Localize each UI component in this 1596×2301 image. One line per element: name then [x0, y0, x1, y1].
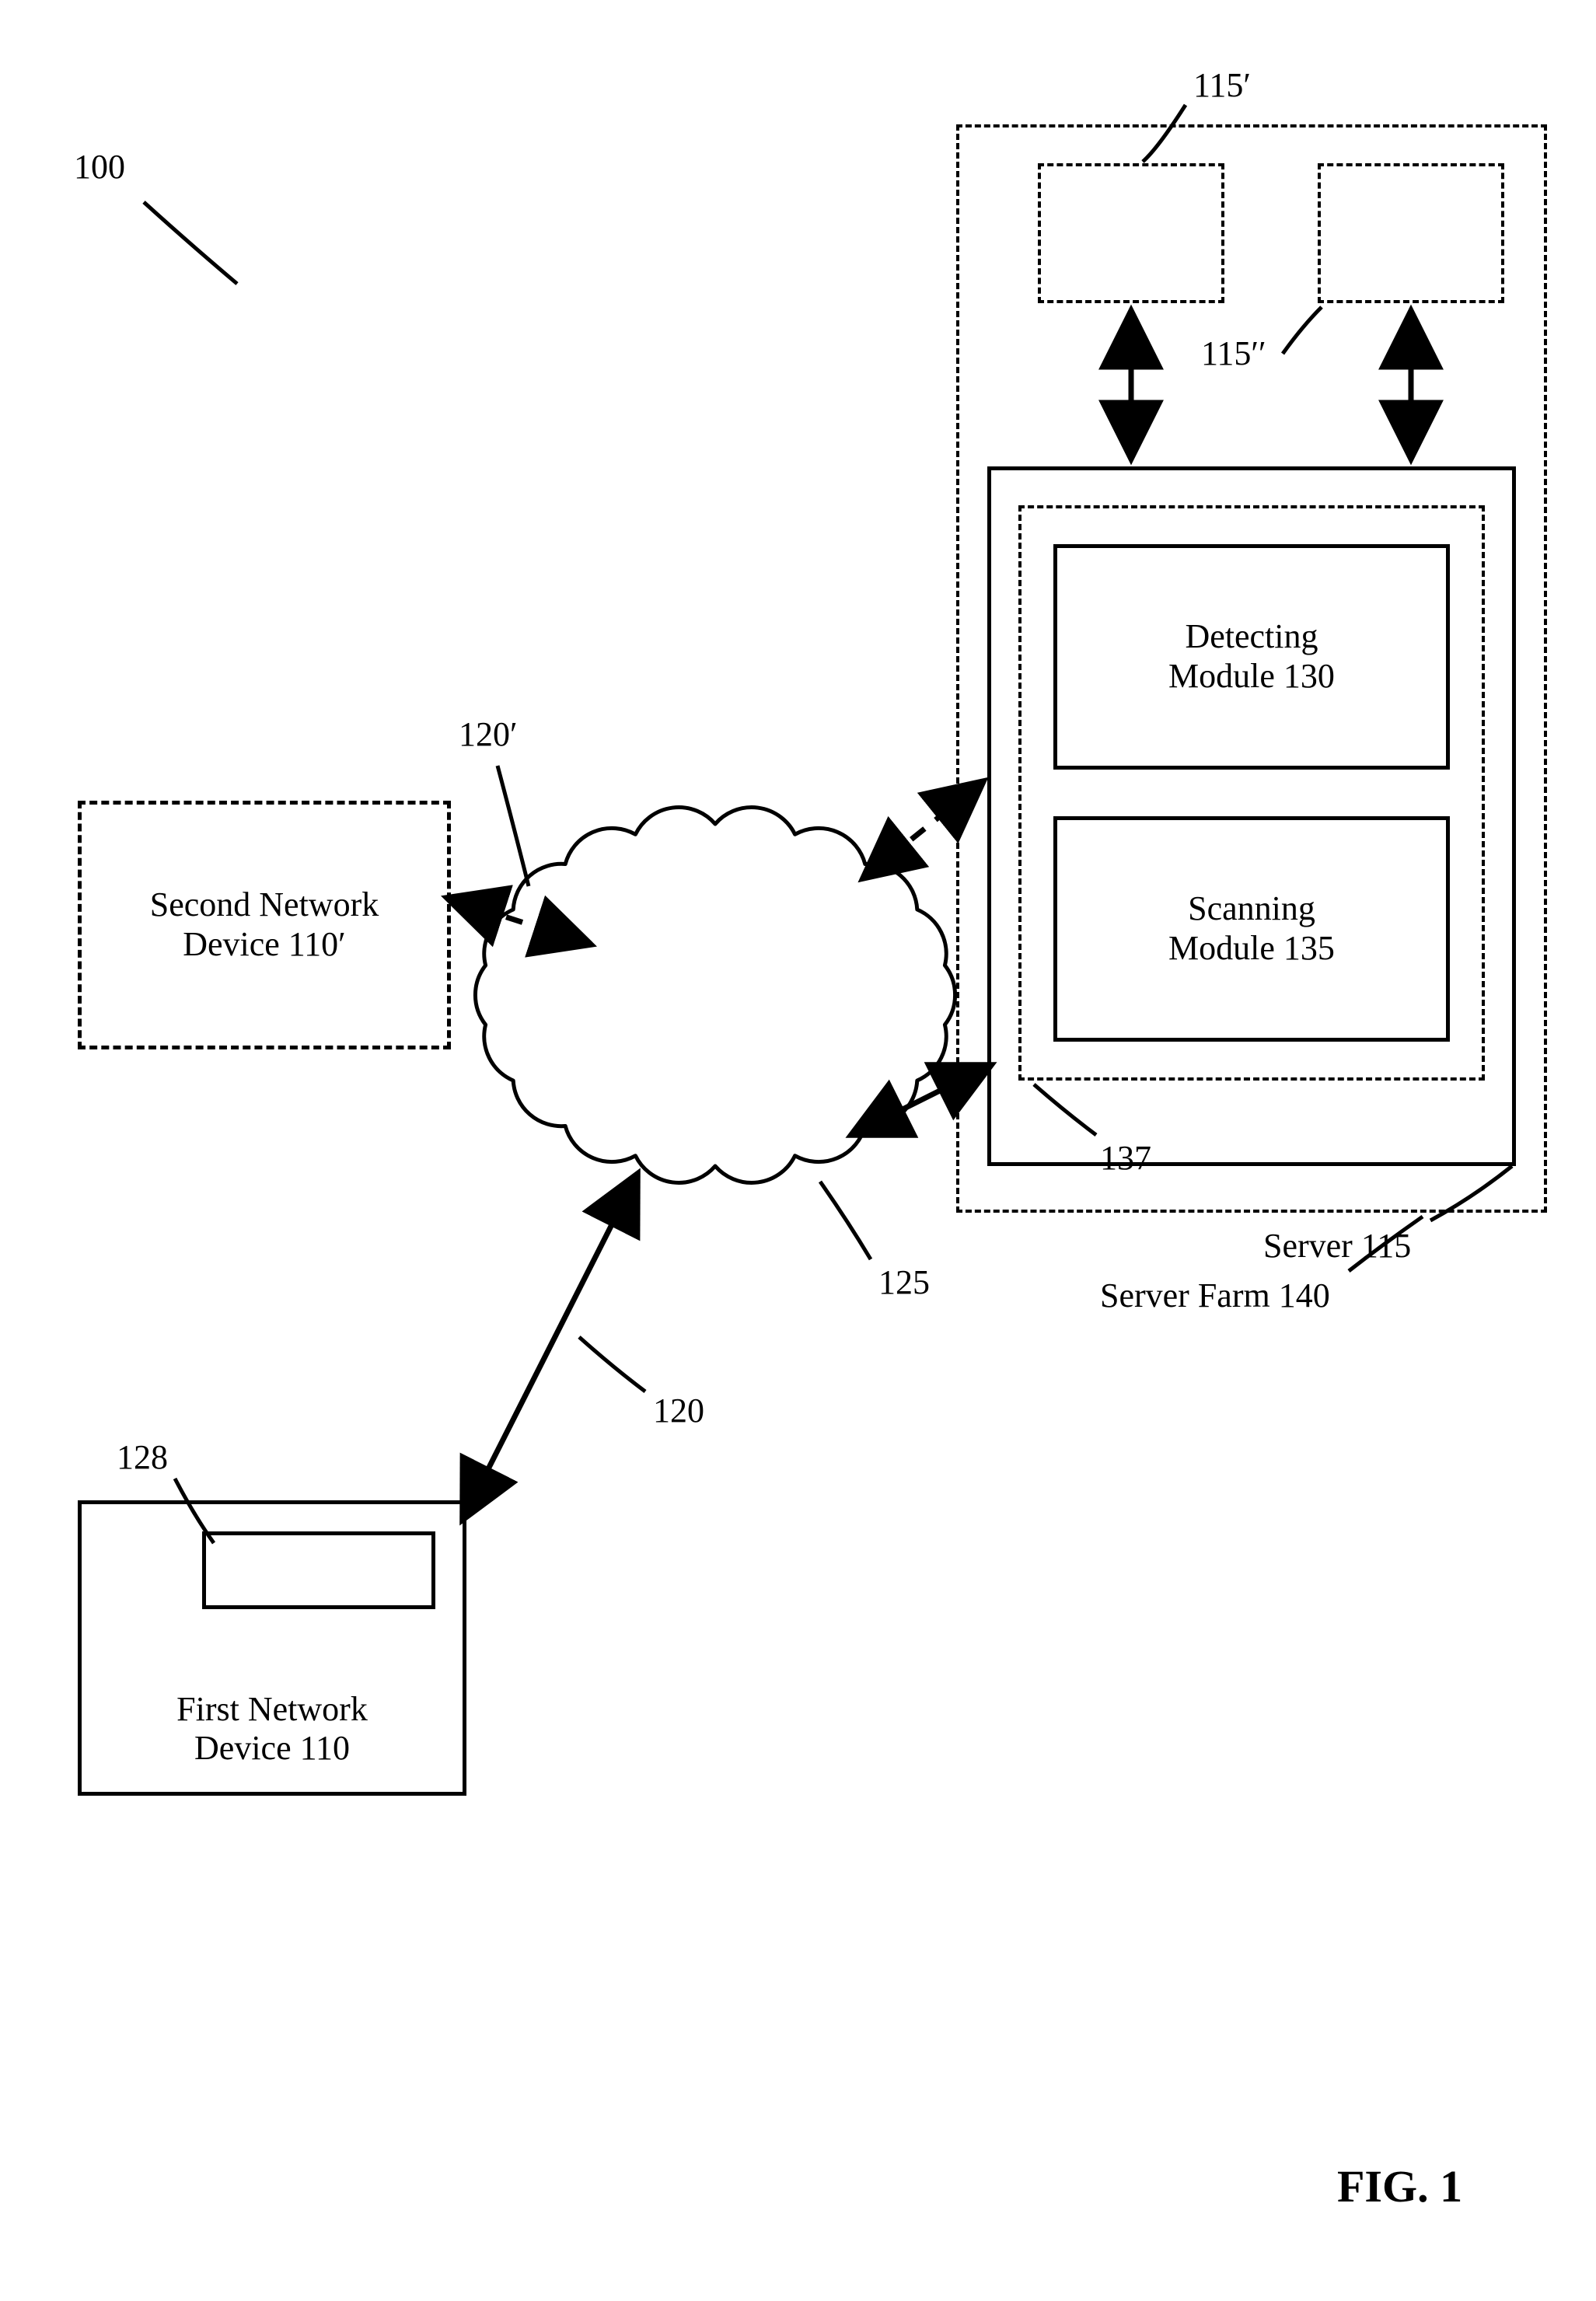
second-network-device-box: Second Network Device 110′: [78, 801, 451, 1049]
ref-125-label: 125: [878, 1263, 930, 1303]
cloud-icon: [475, 808, 955, 1183]
detecting-line2: Module 130: [1168, 657, 1335, 695]
first-device-line2: Device 110: [194, 1729, 350, 1767]
scanning-module-box: Scanning Module 135: [1053, 816, 1450, 1042]
connector-second-device-cloud: [447, 898, 591, 944]
second-device-line1: Second Network: [150, 885, 379, 924]
connector-first-device-cloud: [463, 1174, 637, 1520]
figure-title: FIG. 1: [1337, 2161, 1462, 2213]
detecting-module-label: Detecting Module 130: [1168, 617, 1335, 696]
ref-100-label: 100: [74, 148, 125, 187]
scanning-line1: Scanning: [1188, 889, 1315, 927]
diagram-stage: Detecting Module 130 Scanning Module 135…: [0, 0, 1596, 2301]
scanning-line2: Module 135: [1168, 929, 1335, 967]
leader-120: [579, 1337, 645, 1391]
leader-125: [820, 1182, 871, 1259]
detecting-line1: Detecting: [1185, 617, 1318, 655]
first-network-device-slot: [202, 1531, 435, 1609]
leader-100: [144, 202, 237, 284]
server-farm-140-label: Server Farm 140: [1100, 1276, 1330, 1316]
first-network-device-label: First Network Device 110: [82, 1690, 463, 1769]
leader-120p: [498, 766, 529, 886]
ref-137-label: 137: [1100, 1139, 1151, 1178]
ref-115p-label: 115′: [1193, 66, 1251, 106]
ref-128-label: 128: [117, 1438, 168, 1478]
second-device-line2: Device 110′: [183, 925, 346, 963]
second-network-device-label: Second Network Device 110′: [150, 885, 379, 964]
ref-120-label: 120: [653, 1391, 704, 1431]
scanning-module-label: Scanning Module 135: [1168, 889, 1335, 968]
ref-115pp-label: 115′′: [1201, 334, 1266, 374]
detecting-module-box: Detecting Module 130: [1053, 544, 1450, 770]
server-115-label: Server 115: [1263, 1227, 1411, 1266]
ref-120p-label: 120′: [459, 715, 518, 755]
first-device-line1: First Network: [176, 1690, 368, 1728]
small-server-box-b: [1318, 163, 1504, 303]
small-server-box-a: [1038, 163, 1224, 303]
